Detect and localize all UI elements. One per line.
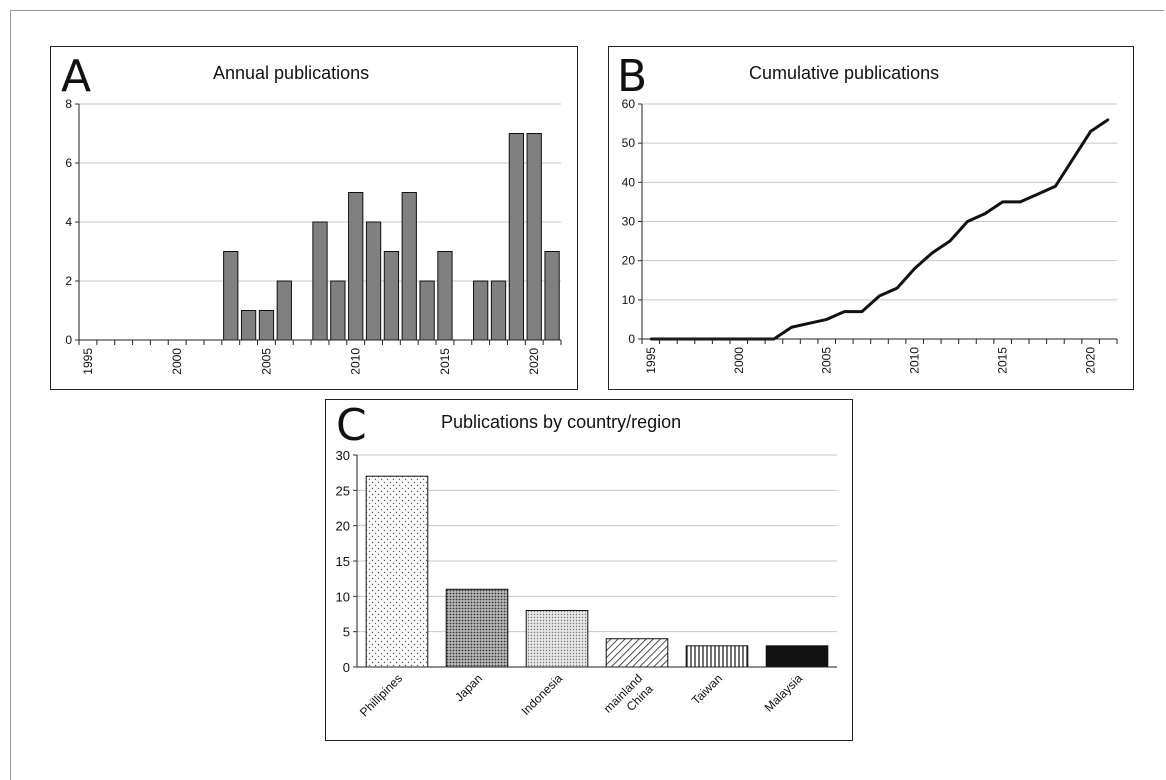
bar xyxy=(312,221,328,341)
figure-frame xyxy=(10,10,1164,780)
line-point xyxy=(913,267,916,270)
bar xyxy=(490,280,507,341)
y-tick-label: 2 xyxy=(65,274,72,288)
x-tick-label: 2020 xyxy=(1084,347,1098,374)
x-tick-label: 2010 xyxy=(908,347,922,374)
bar xyxy=(401,192,417,341)
cumulative-line xyxy=(650,118,1110,341)
y-tick-label: 60 xyxy=(622,97,636,111)
bar xyxy=(685,645,749,668)
line-point xyxy=(1107,118,1110,121)
bar xyxy=(383,251,400,341)
y-tick-label: 0 xyxy=(65,333,72,347)
bar xyxy=(240,310,257,341)
bar xyxy=(473,280,489,341)
bar xyxy=(223,251,239,341)
x-tick-label: 2000 xyxy=(170,348,184,375)
bar xyxy=(365,475,429,668)
bar xyxy=(526,133,542,341)
cumulative-line-chart: 0 10 20 30 40 50 60 1995 2000 2005 2010 2015 2020 xyxy=(622,97,1118,374)
x-tick-label: Taiwan xyxy=(689,671,725,707)
bar xyxy=(437,251,453,341)
bar xyxy=(276,280,292,341)
y-tick-label: 0 xyxy=(628,332,635,346)
line-point xyxy=(1071,157,1075,161)
x-tick-label: 2020 xyxy=(527,348,541,375)
bar xyxy=(544,251,560,341)
line-point xyxy=(1089,130,1092,133)
panel-a-title: Annual publications xyxy=(213,63,370,83)
x-tick-label: Malaysia xyxy=(762,671,806,715)
line-point xyxy=(1036,192,1040,196)
line-point xyxy=(790,326,793,329)
bar xyxy=(525,609,589,668)
panel-c-title: Publications by country/region xyxy=(441,412,682,432)
x-tick-label: 2015 xyxy=(996,347,1010,374)
bar xyxy=(330,280,346,341)
x-tick-label: mainlandChina xyxy=(601,671,656,726)
line-point xyxy=(878,294,881,298)
y-tick-label: 0 xyxy=(343,660,350,675)
x-tick-label: Phillipines xyxy=(357,671,405,719)
bar xyxy=(365,221,382,341)
line-point xyxy=(983,212,987,215)
x-tick-label: 1995 xyxy=(644,347,658,374)
y-tick-label: 8 xyxy=(65,97,72,111)
line-point xyxy=(807,322,811,325)
country-bar-chart: 0 5 10 15 20 25 30 Phillipines Japan Indonesia mai… xyxy=(336,448,837,726)
x-tick-label: 2000 xyxy=(732,347,746,374)
y-tick-label: 10 xyxy=(622,293,636,307)
bar xyxy=(765,645,829,668)
y-tick-label: 30 xyxy=(336,448,350,463)
y-tick-label: 25 xyxy=(336,483,350,498)
panel-b-cumulative-publications: B Cumulative publications 0 10 20 30 40 50 60 1… xyxy=(608,46,1134,390)
y-tick-label: 10 xyxy=(336,589,350,604)
x-tick-label: Indonesia xyxy=(518,671,565,718)
line-point xyxy=(1019,200,1022,204)
panel-b-label: B xyxy=(617,51,648,102)
y-tick-label: 50 xyxy=(622,136,636,150)
y-tick-label: 6 xyxy=(65,156,72,170)
bar xyxy=(605,638,669,668)
x-tick-label: 1995 xyxy=(81,348,95,375)
line-point xyxy=(843,310,846,313)
bar xyxy=(419,280,435,341)
line-point xyxy=(931,251,934,255)
x-tick-label: 2005 xyxy=(259,348,273,375)
line-point xyxy=(895,286,899,290)
x-tick-label: Japan xyxy=(452,671,485,704)
y-tick-label: 20 xyxy=(336,519,350,534)
line-point xyxy=(825,318,828,321)
bar xyxy=(348,192,364,341)
x-tick-label: 2015 xyxy=(438,348,452,375)
bar xyxy=(508,133,525,341)
x-tick-label: 2010 xyxy=(349,348,363,375)
y-tick-label: 15 xyxy=(336,554,350,569)
line-point xyxy=(966,220,969,223)
line-point xyxy=(948,239,952,243)
line-point xyxy=(1054,185,1057,188)
panel-c-publications-by-country: C Publications by country/region 0 5 10 15 2… xyxy=(325,399,853,741)
panel-a-label: A xyxy=(61,51,92,102)
bar xyxy=(445,588,509,668)
y-tick-label: 30 xyxy=(622,215,636,229)
annual-bar-chart: 0 2 4 6 8 1995 2000 2005 2010 2015 2020 xyxy=(65,97,562,375)
y-tick-label: 20 xyxy=(622,254,636,268)
panel-a-annual-publications: A Annual publications 0 2 4 6 8 1995 2000 2005 2… xyxy=(50,46,578,390)
y-tick-label: 40 xyxy=(622,175,636,189)
line-point xyxy=(860,310,864,313)
bar xyxy=(258,310,275,341)
panel-c-label: C xyxy=(336,400,367,451)
line-point xyxy=(1001,200,1004,204)
panel-b-title: Cumulative publications xyxy=(749,63,940,83)
x-tick-label: 2005 xyxy=(820,347,834,374)
y-tick-label: 5 xyxy=(343,625,350,640)
y-tick-label: 4 xyxy=(65,215,72,229)
